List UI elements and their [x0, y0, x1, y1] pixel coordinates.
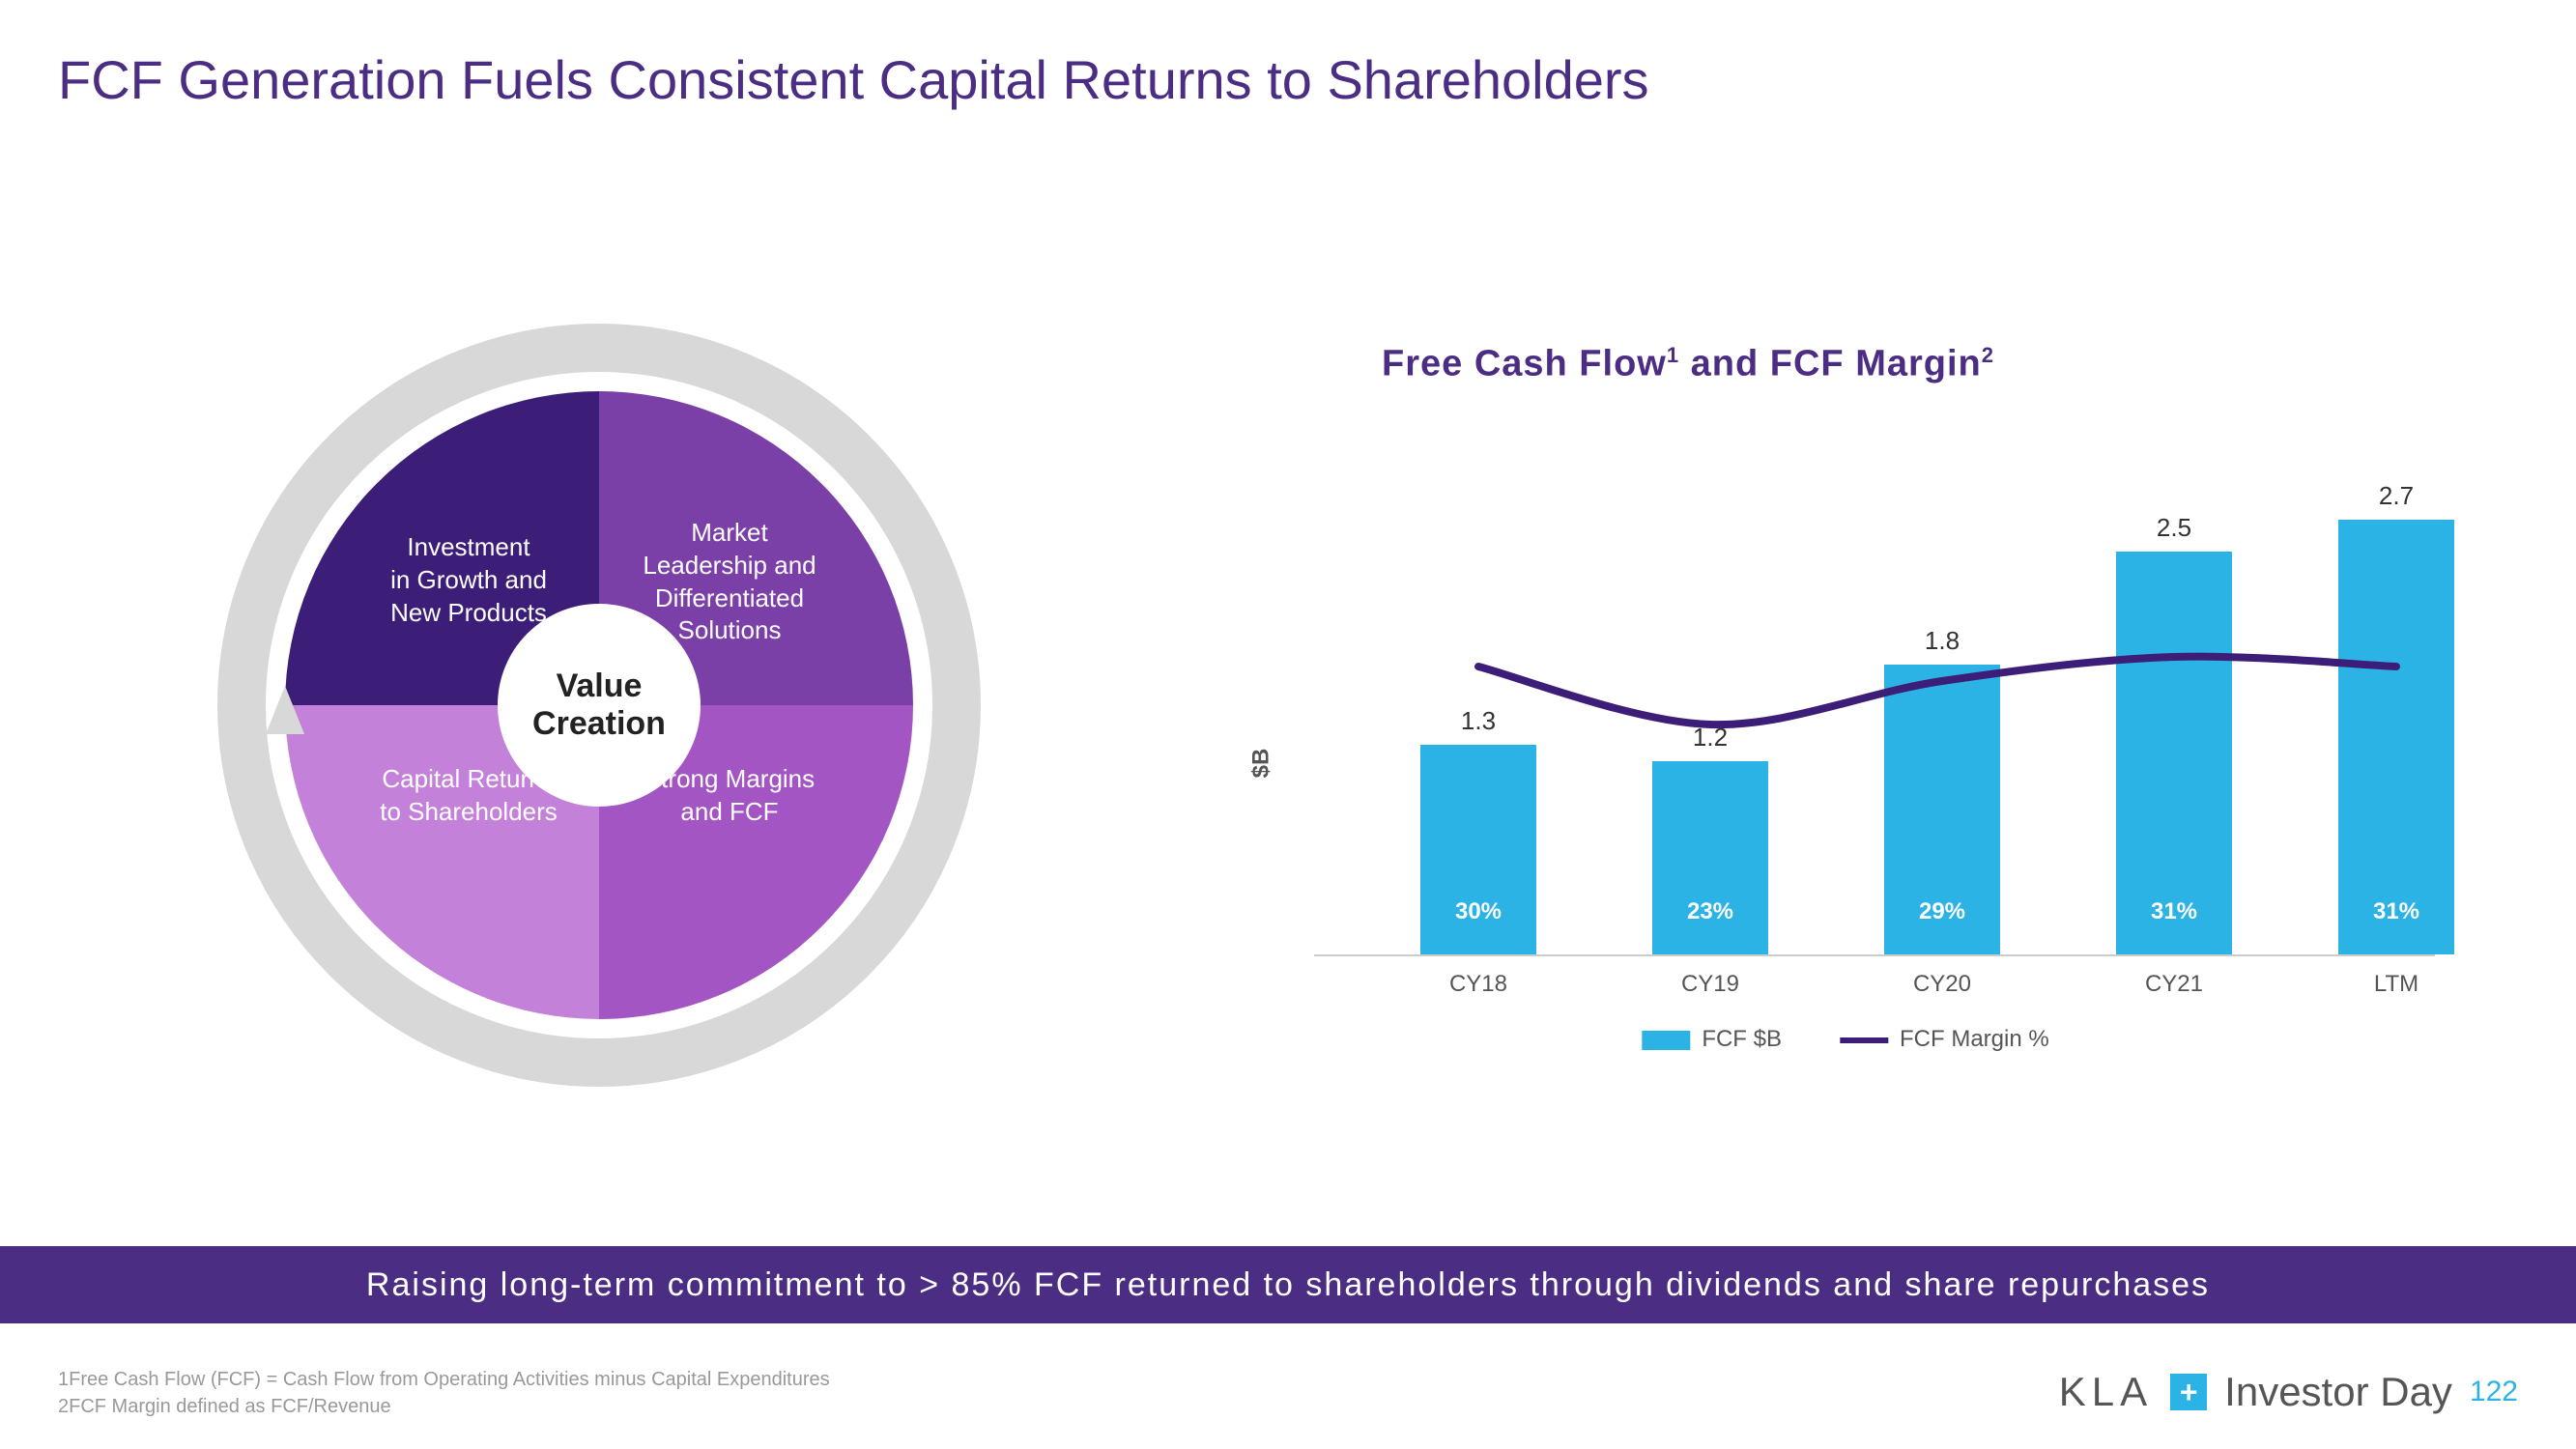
- bar-pct: 31%: [2116, 898, 2232, 925]
- legend-bar-swatch: [1642, 1031, 1690, 1050]
- brand-investor-day: Investor Day: [2224, 1369, 2452, 1415]
- bar-CY21: 2.531%CY21: [2116, 552, 2232, 954]
- chart-plot: 1.330%CY18 1.223%CY19 1.829%CY20 2.531%CY21…: [1314, 473, 2435, 956]
- footnote-2: 2FCF Margin defined as FCF/Revenue: [58, 1393, 830, 1420]
- commitment-bar: Raising long-term commitment to > 85% FC…: [0, 1246, 2576, 1323]
- bar-value: 1.8: [1884, 626, 2000, 656]
- footnotes: 1Free Cash Flow (FCF) = Cash Flow from O…: [58, 1366, 830, 1420]
- value-creation-wheel: Value Creation Investmentin Growth andNe…: [213, 319, 986, 1092]
- footer-brand: KLA + Investor Day 122: [2059, 1369, 2518, 1415]
- legend-line-swatch: [1840, 1037, 1888, 1043]
- legend-line-label: FCF Margin %: [1900, 1026, 2049, 1052]
- page-number: 122: [2470, 1376, 2518, 1408]
- bar-x-label: LTM: [2338, 971, 2454, 998]
- legend-bar-label: FCF $B: [1702, 1026, 1782, 1052]
- bar-pct: 23%: [1652, 898, 1768, 925]
- bar-CY18: 1.330%CY18: [1420, 745, 1536, 954]
- bar-pct: 31%: [2338, 898, 2454, 925]
- chart-legend: FCF $B FCF Margin %: [1642, 1026, 2048, 1053]
- bar-x-label: CY21: [2116, 971, 2232, 998]
- wheel-label-q4: Strong Marginsand FCF: [609, 763, 850, 829]
- fcf-chart: $B 1.330%CY181.223%CY191.829%CY202.531%C…: [1256, 473, 2435, 1053]
- chart-title-sup1: 1: [1667, 343, 1679, 367]
- bar-value: 1.3: [1420, 706, 1536, 736]
- bar-LTM: 2.731%LTM: [2338, 520, 2454, 954]
- chart-title: Free Cash Flow1 and FCF Margin2: [1382, 343, 1994, 385]
- bar-x-label: CY20: [1884, 971, 2000, 998]
- bar-CY20: 1.829%CY20: [1884, 665, 2000, 954]
- chart-title-prefix: Free Cash Flow: [1382, 344, 1667, 384]
- legend-line: FCF Margin %: [1840, 1026, 2049, 1053]
- bar-value: 2.7: [2338, 481, 2454, 511]
- bar-x-label: CY18: [1420, 971, 1536, 998]
- wheel-center-line2: Creation: [532, 705, 666, 743]
- bar-CY19: 1.223%CY19: [1652, 761, 1768, 954]
- footnote-1: 1Free Cash Flow (FCF) = Cash Flow from O…: [58, 1366, 830, 1393]
- chart-title-sup2: 2: [1982, 343, 1994, 367]
- plus-icon: +: [2170, 1374, 2207, 1410]
- wheel-center-line1: Value: [557, 668, 643, 705]
- wheel-label-q2: MarketLeadership andDifferentiatedSoluti…: [609, 517, 850, 647]
- legend-bar: FCF $B: [1642, 1026, 1782, 1053]
- bar-pct: 30%: [1420, 898, 1536, 925]
- wheel-label-q1: Investmentin Growth andNew Products: [348, 531, 589, 629]
- bar-x-label: CY19: [1652, 971, 1768, 998]
- slide-title: FCF Generation Fuels Consistent Capital …: [58, 48, 1649, 111]
- y-axis-label: $B: [1247, 749, 1274, 779]
- wheel-label-q3: Capital Returnsto Shareholders: [348, 763, 589, 829]
- bar-value: 1.2: [1652, 723, 1768, 753]
- bar-value: 2.5: [2116, 513, 2232, 543]
- chart-title-mid: and FCF Margin: [1679, 344, 1982, 384]
- brand-kla: KLA: [2059, 1369, 2153, 1415]
- bar-pct: 29%: [1884, 898, 2000, 925]
